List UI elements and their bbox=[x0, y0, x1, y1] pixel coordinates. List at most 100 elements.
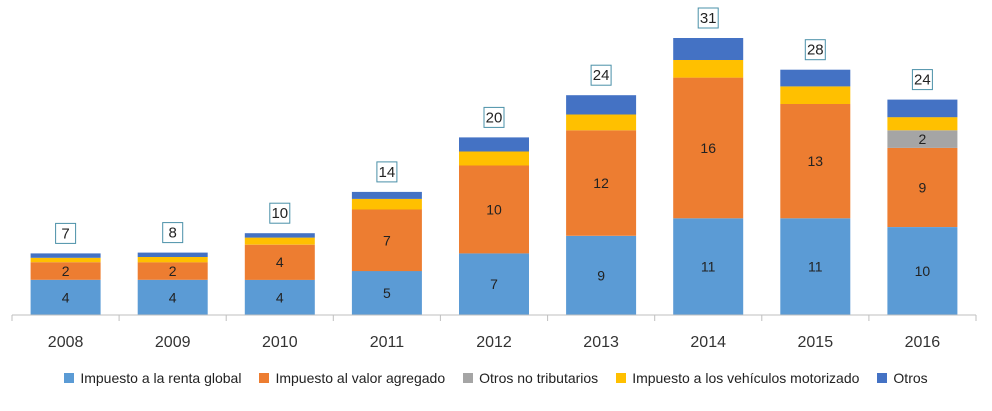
bar-segment-2009-series-0 bbox=[137, 279, 208, 315]
bar-segment-2013-series-0 bbox=[566, 235, 637, 315]
legend-item-3: Impuesto a los vehículos motorizado bbox=[616, 370, 859, 386]
data-label-2010-series-1: 4 bbox=[276, 254, 284, 270]
data-label-2015-series-0: 11 bbox=[808, 259, 823, 275]
data-label-2014-series-1: 16 bbox=[700, 140, 716, 156]
legend-label: Impuesto a la renta global bbox=[80, 370, 242, 386]
legend-label: Impuesto a los vehículos motorizado bbox=[632, 370, 860, 386]
bar-segment-2010-series-3 bbox=[244, 237, 315, 245]
legend-label: Impuesto al valor agregado bbox=[275, 370, 446, 386]
bar-segment-2010-series-0 bbox=[244, 279, 315, 315]
x-tick-label-2009: 2009 bbox=[155, 334, 191, 351]
total-box-2015 bbox=[804, 39, 826, 61]
bar-segment-2016-series-3 bbox=[887, 117, 958, 131]
bar-segment-2009-series-3 bbox=[137, 257, 208, 263]
data-label-2009-series-0: 4 bbox=[169, 289, 177, 305]
total-label-2011: 14 bbox=[379, 164, 396, 181]
data-label-2012-series-1: 10 bbox=[486, 202, 502, 218]
legend: Impuesto a la renta global Impuesto al va… bbox=[0, 366, 992, 390]
bar-segment-2016-series-0 bbox=[887, 227, 958, 315]
legend-swatch bbox=[616, 373, 627, 383]
data-label-2014-series-0: 11 bbox=[701, 259, 716, 275]
bar-segment-2010-series-1 bbox=[244, 244, 315, 280]
x-tick-label-2013: 2013 bbox=[583, 334, 619, 351]
bar-segment-2009-series-4 bbox=[137, 252, 208, 257]
bar-segment-2012-series-0 bbox=[459, 253, 529, 315]
data-label-2008-series-0: 4 bbox=[62, 289, 70, 305]
totals-group: 7 8 10 14 20 24 31 28 24 bbox=[55, 7, 933, 244]
legend-item-0: Impuesto a la renta global bbox=[64, 370, 241, 386]
bar-segment-2012-series-1 bbox=[459, 165, 529, 254]
data-label-2016-series-2: 2 bbox=[919, 131, 927, 147]
bar-segment-2008-series-0 bbox=[30, 279, 101, 315]
bar-segment-2013-series-1 bbox=[566, 130, 637, 236]
bar-segment-2011-series-3 bbox=[351, 198, 422, 210]
bar-segment-2008-series-4 bbox=[30, 253, 101, 258]
bar-segment-2016-series-4 bbox=[887, 99, 958, 118]
bar-segment-2011-series-4 bbox=[351, 191, 422, 199]
legend-swatch bbox=[877, 373, 888, 383]
bar-segment-2008-series-3 bbox=[30, 257, 101, 263]
bar-segment-2008-series-1 bbox=[30, 262, 101, 280]
bar-segment-2014-series-0 bbox=[673, 218, 744, 315]
bar-segment-2014-series-4 bbox=[673, 38, 744, 60]
x-tick-label-2010: 2010 bbox=[262, 334, 298, 351]
bar-segment-2011-series-1 bbox=[351, 209, 422, 272]
x-tick-label-2016: 2016 bbox=[905, 334, 941, 351]
legend-swatch bbox=[463, 373, 474, 383]
bar-segment-2012-series-3 bbox=[459, 151, 529, 166]
data-label-2012-series-0: 7 bbox=[490, 276, 498, 292]
total-label-2012: 20 bbox=[486, 109, 503, 126]
total-box-2011 bbox=[376, 161, 398, 183]
bar-segment-2016-series-1 bbox=[887, 147, 958, 227]
bar-segment-2011-series-0 bbox=[351, 271, 422, 315]
data-label-2009-series-1: 2 bbox=[169, 263, 177, 279]
total-box-2009 bbox=[162, 222, 184, 244]
x-tick-label-2012: 2012 bbox=[476, 334, 512, 351]
data-label-2015-series-1: 13 bbox=[808, 153, 824, 169]
x-tick-label-2014: 2014 bbox=[690, 334, 726, 351]
bar-segment-2013-series-3 bbox=[566, 114, 637, 131]
x-axis-ticks: 2008 2009 2010 2011 2012 2013 2014 2015 2016 bbox=[11, 315, 977, 351]
data-label-2016-series-0: 10 bbox=[915, 263, 931, 279]
bar-segment-2015-series-0 bbox=[780, 218, 851, 315]
legend-swatch bbox=[259, 373, 270, 383]
total-box-2016 bbox=[911, 69, 933, 91]
total-label-2016: 24 bbox=[914, 72, 931, 89]
bar-segment-2010-series-4 bbox=[244, 233, 315, 238]
total-label-2015: 28 bbox=[807, 42, 824, 59]
total-label-2014: 31 bbox=[700, 10, 717, 27]
bar-segment-2013-series-4 bbox=[566, 95, 637, 115]
bar-segment-2016-series-2 bbox=[887, 130, 958, 148]
total-box-2014 bbox=[697, 7, 719, 29]
legend-item-1: Impuesto al valor agregado bbox=[259, 370, 445, 386]
total-box-2012 bbox=[483, 106, 505, 128]
bar-segment-2015-series-1 bbox=[780, 104, 851, 219]
bar-segment-2014-series-3 bbox=[673, 60, 744, 78]
data-label-2011-series-1: 7 bbox=[383, 232, 391, 248]
bar-segment-2012-series-4 bbox=[459, 137, 529, 152]
bar-segment-2014-series-1 bbox=[673, 77, 744, 219]
total-box-2013 bbox=[590, 64, 612, 86]
data-label-2008-series-1: 2 bbox=[62, 263, 70, 279]
total-box-2008 bbox=[55, 222, 77, 244]
total-box-2010 bbox=[269, 202, 291, 224]
total-label-2009: 8 bbox=[169, 225, 177, 242]
x-tick-label-2015: 2015 bbox=[798, 334, 834, 351]
data-label-2013-series-1: 12 bbox=[593, 175, 609, 191]
legend-label: Otros bbox=[893, 370, 928, 386]
bar-segment-2009-series-1 bbox=[137, 262, 208, 280]
total-label-2008: 7 bbox=[61, 225, 69, 242]
data-label-2011-series-0: 5 bbox=[383, 285, 391, 301]
legend-swatch bbox=[64, 373, 75, 383]
legend-item-4: Otros bbox=[877, 370, 928, 386]
legend-label: Otros no tributarios bbox=[479, 370, 599, 386]
data-label-2013-series-0: 9 bbox=[597, 267, 605, 283]
legend-item-2: Otros no tributarios bbox=[463, 370, 598, 386]
bar-segment-2015-series-3 bbox=[780, 86, 851, 104]
total-label-2010: 10 bbox=[271, 205, 288, 222]
bar-segment-2015-series-4 bbox=[780, 69, 851, 87]
x-tick-label-2008: 2008 bbox=[48, 334, 84, 351]
total-label-2013: 24 bbox=[593, 67, 610, 84]
